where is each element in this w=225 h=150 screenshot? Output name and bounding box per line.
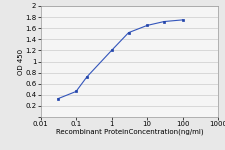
X-axis label: Recombinant ProteinConcentration(ng/ml): Recombinant ProteinConcentration(ng/ml) [56,129,203,135]
Y-axis label: OD 450: OD 450 [18,48,24,75]
